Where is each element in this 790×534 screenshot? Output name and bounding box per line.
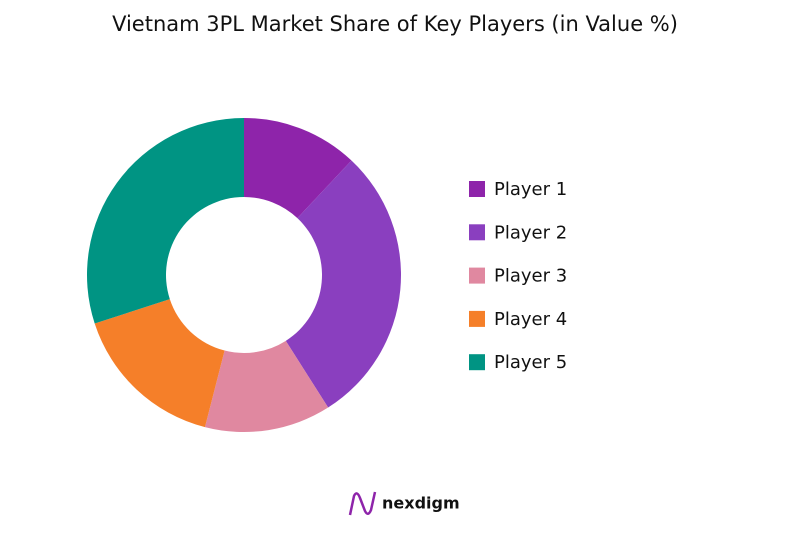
- legend-swatch: [469, 181, 485, 197]
- legend-label: Player 5: [494, 352, 567, 373]
- donut-slice: [94, 299, 225, 428]
- logo: nexdigm: [348, 491, 460, 516]
- logo-text: nexdigm: [382, 494, 460, 513]
- legend-swatch: [469, 354, 485, 371]
- legend-swatch: [469, 267, 485, 284]
- legend-label: Player 1: [494, 179, 567, 200]
- legend-swatch: [469, 224, 485, 241]
- donut-slice: [244, 118, 352, 219]
- chart-title: Vietnam 3PL Market Share of Key Players …: [112, 12, 678, 36]
- donut-slice: [204, 340, 329, 432]
- legend-swatch: [469, 310, 485, 327]
- legend-label: Player 4: [494, 309, 567, 330]
- donut-slice: [285, 160, 401, 408]
- logo-icon: [348, 491, 377, 516]
- legend-label: Player 2: [494, 222, 567, 243]
- donut-slice: [86, 118, 244, 324]
- legend-label: Player 3: [494, 266, 567, 287]
